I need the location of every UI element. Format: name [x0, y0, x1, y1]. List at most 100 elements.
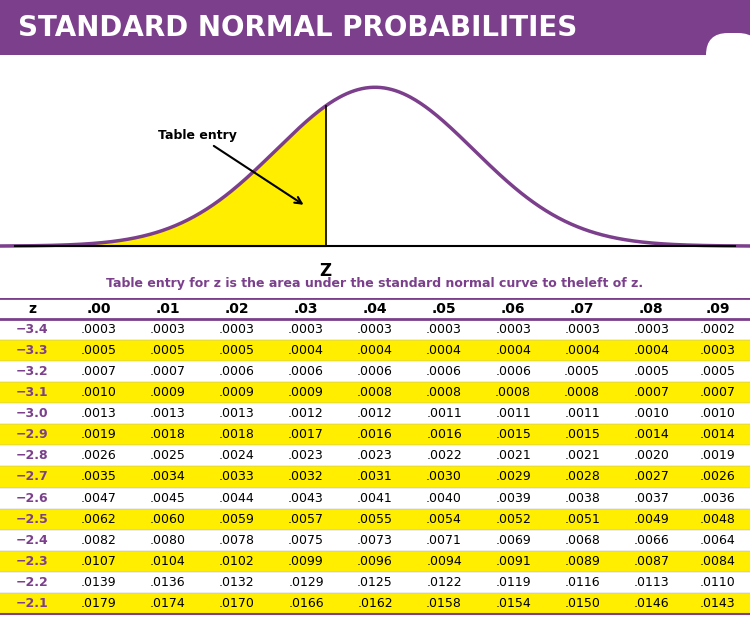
Text: .0107: .0107: [81, 555, 117, 568]
Text: z: z: [28, 302, 36, 315]
Text: .0006: .0006: [495, 365, 531, 378]
Text: .0004: .0004: [357, 344, 393, 357]
Text: .0119: .0119: [495, 576, 531, 589]
Text: .0015: .0015: [495, 428, 531, 441]
Text: .07: .07: [570, 302, 594, 315]
Text: .0059: .0059: [219, 513, 255, 526]
Text: .0012: .0012: [357, 407, 393, 420]
Text: .0005: .0005: [150, 344, 186, 357]
Text: .0064: .0064: [700, 534, 736, 547]
Text: .0071: .0071: [426, 534, 462, 547]
Text: .0162: .0162: [357, 597, 393, 610]
Text: .0003: .0003: [288, 323, 324, 336]
Text: .0013: .0013: [150, 407, 186, 420]
Text: .0036: .0036: [700, 492, 736, 505]
Bar: [0, 551, 750, 572]
Text: .0066: .0066: [633, 534, 669, 547]
Text: −2.3: −2.3: [16, 555, 49, 568]
Text: .01: .01: [155, 302, 180, 315]
Text: .03: .03: [294, 302, 318, 315]
Text: .0006: .0006: [288, 365, 324, 378]
Text: .0003: .0003: [219, 323, 255, 336]
Text: .0009: .0009: [219, 386, 255, 399]
Text: .0023: .0023: [357, 449, 393, 462]
Text: .0008: .0008: [357, 386, 393, 399]
Text: .0003: .0003: [564, 323, 600, 336]
Text: .0132: .0132: [219, 576, 255, 589]
Text: .0075: .0075: [288, 534, 324, 547]
Text: .0006: .0006: [357, 365, 393, 378]
Text: .0026: .0026: [81, 449, 117, 462]
Text: .05: .05: [432, 302, 456, 315]
Text: .0096: .0096: [357, 555, 393, 568]
Text: .0048: .0048: [700, 513, 736, 526]
Text: .0023: .0023: [288, 449, 324, 462]
Text: .0179: .0179: [81, 597, 117, 610]
Text: .0055: .0055: [357, 513, 393, 526]
Text: .0010: .0010: [700, 407, 736, 420]
Text: .0005: .0005: [633, 365, 669, 378]
Text: .0150: .0150: [564, 597, 600, 610]
Text: .0051: .0051: [564, 513, 600, 526]
Text: .0032: .0032: [288, 471, 324, 484]
Bar: [0, 424, 750, 445]
Text: .0019: .0019: [81, 428, 117, 441]
Text: −2.6: −2.6: [16, 492, 49, 505]
Bar: [0, 508, 750, 529]
Text: .0007: .0007: [150, 365, 186, 378]
Text: .0005: .0005: [81, 344, 117, 357]
Text: .0004: .0004: [288, 344, 324, 357]
Text: .0006: .0006: [219, 365, 255, 378]
Text: .0146: .0146: [633, 597, 669, 610]
Text: .0049: .0049: [633, 513, 669, 526]
Text: .0007: .0007: [700, 386, 736, 399]
Text: .0018: .0018: [219, 428, 255, 441]
Text: Z: Z: [320, 262, 332, 280]
Text: .0027: .0027: [633, 471, 669, 484]
Text: .0073: .0073: [357, 534, 393, 547]
Text: .0025: .0025: [150, 449, 186, 462]
Text: −2.8: −2.8: [16, 449, 49, 462]
Text: .0004: .0004: [564, 344, 600, 357]
Text: .0020: .0020: [633, 449, 669, 462]
Text: .0021: .0021: [564, 449, 600, 462]
Text: .0040: .0040: [426, 492, 462, 505]
Text: .0037: .0037: [633, 492, 669, 505]
Bar: [0, 382, 750, 404]
Text: .0007: .0007: [81, 365, 117, 378]
Text: .0010: .0010: [81, 386, 117, 399]
Text: .0005: .0005: [564, 365, 600, 378]
Text: .0047: .0047: [81, 492, 117, 505]
Text: .0015: .0015: [564, 428, 600, 441]
Text: −2.4: −2.4: [16, 534, 49, 547]
Text: .0026: .0026: [700, 471, 736, 484]
Text: .0010: .0010: [633, 407, 669, 420]
Text: .0011: .0011: [495, 407, 531, 420]
Text: .0004: .0004: [426, 344, 462, 357]
Text: .0003: .0003: [633, 323, 669, 336]
Text: .0017: .0017: [288, 428, 324, 441]
Text: .0004: .0004: [495, 344, 531, 357]
Text: .06: .06: [501, 302, 525, 315]
Text: .0019: .0019: [700, 449, 736, 462]
Text: .0003: .0003: [700, 344, 736, 357]
Text: .0003: .0003: [426, 323, 462, 336]
Text: −2.5: −2.5: [16, 513, 49, 526]
Text: .0014: .0014: [700, 428, 736, 441]
Text: .0084: .0084: [700, 555, 736, 568]
Text: .0003: .0003: [81, 323, 117, 336]
Text: .0034: .0034: [150, 471, 186, 484]
Text: .04: .04: [363, 302, 387, 315]
Text: .0102: .0102: [219, 555, 255, 568]
Text: .0125: .0125: [357, 576, 393, 589]
Text: .0143: .0143: [700, 597, 736, 610]
Text: .0062: .0062: [81, 513, 117, 526]
Text: .0094: .0094: [426, 555, 462, 568]
Text: .0113: .0113: [633, 576, 669, 589]
Text: .08: .08: [639, 302, 664, 315]
Text: .00: .00: [86, 302, 111, 315]
Text: .0009: .0009: [288, 386, 324, 399]
Text: .0043: .0043: [288, 492, 324, 505]
Text: .0013: .0013: [219, 407, 255, 420]
Text: .0080: .0080: [150, 534, 186, 547]
